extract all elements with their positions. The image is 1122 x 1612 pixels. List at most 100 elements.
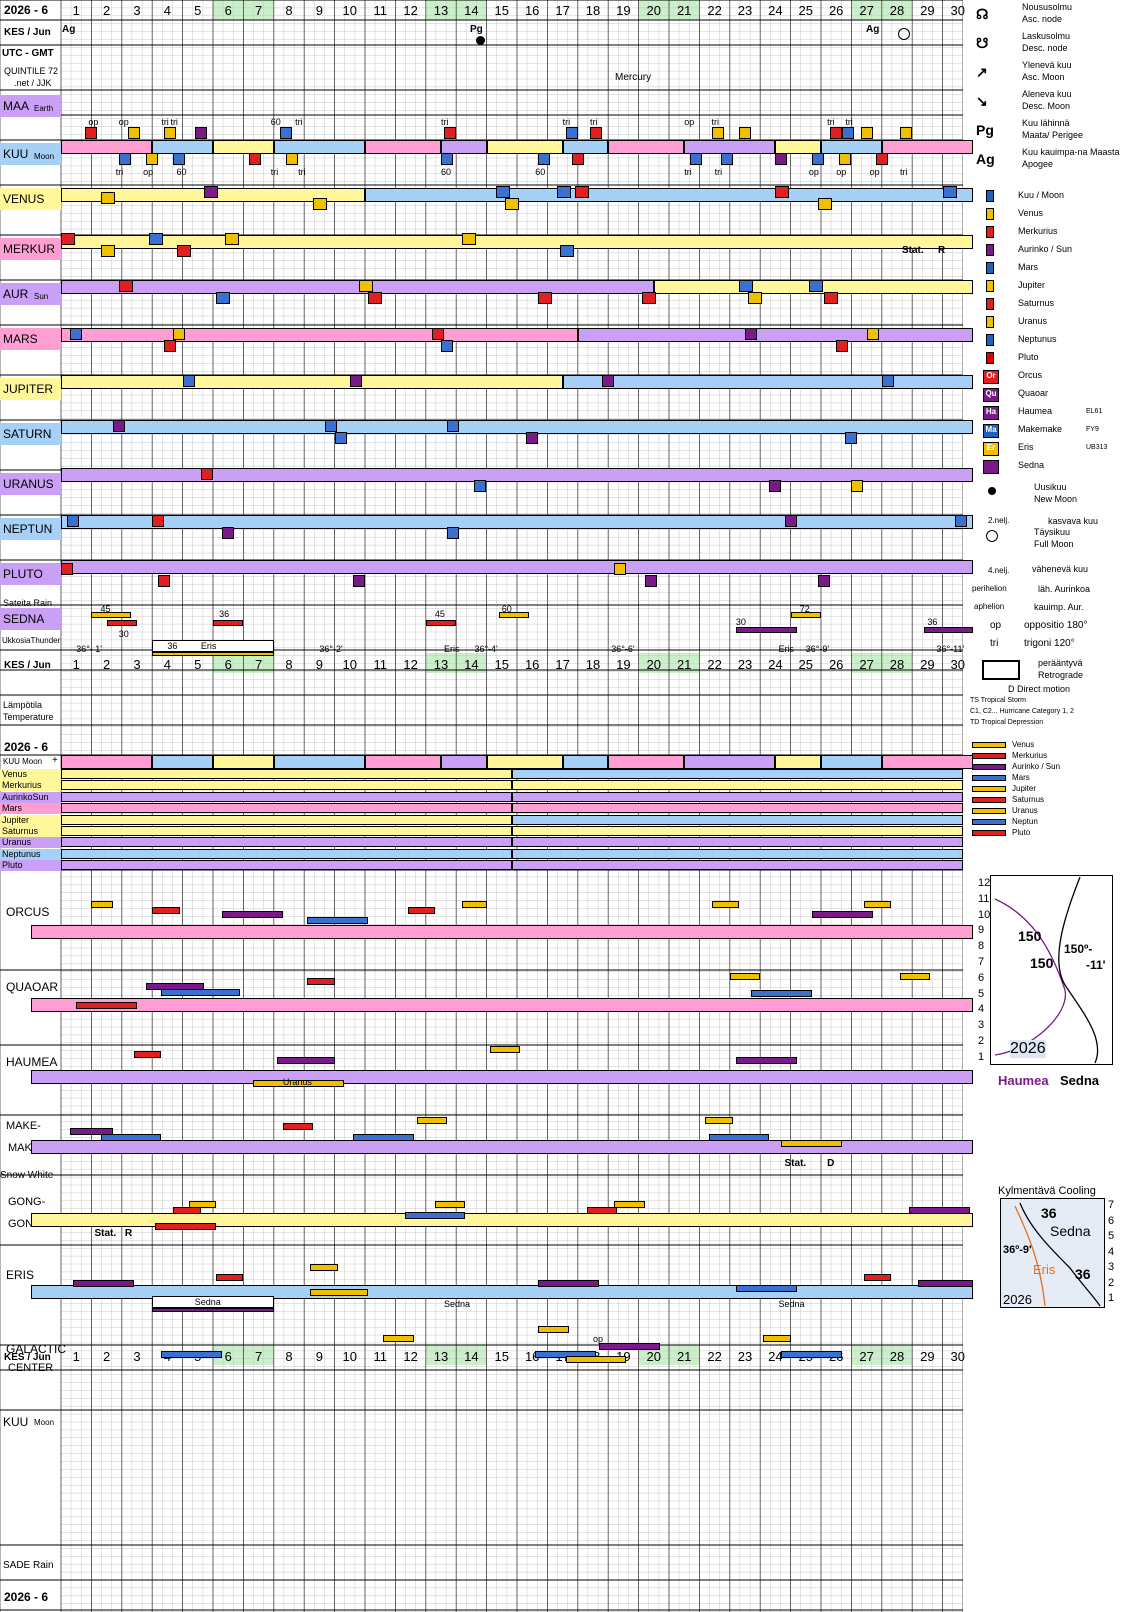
aspect-marker — [176, 245, 191, 257]
legend-en: Apogee — [1022, 159, 1054, 169]
sateita-label: Sateita Rain — [3, 598, 53, 608]
new-moon-icon — [476, 36, 485, 45]
saturn-band — [61, 420, 973, 434]
sedna-aspect-text: 72 — [799, 604, 810, 614]
kuu-aspect-text: op — [808, 167, 819, 177]
weekend-header — [881, 1345, 913, 1365]
day-number: 30 — [950, 1349, 966, 1364]
maa-aspect-text: tri — [441, 117, 449, 127]
mid-row-text: Pluto — [2, 860, 23, 871]
eris-band-text: 36°-6' — [611, 644, 635, 654]
weekend-header — [213, 1345, 244, 1365]
legend-color-chip — [986, 352, 994, 364]
day-number: 15 — [494, 657, 510, 672]
aspect-marker — [164, 340, 177, 352]
maa-aspect-text: tri — [711, 117, 720, 127]
mid-row-band — [61, 837, 512, 848]
merkur-r: R — [938, 245, 946, 256]
mercury-node-label: Mercury — [615, 72, 652, 83]
jupiter-label-box: JUPITER — [0, 378, 61, 400]
day-number: 2 — [102, 657, 111, 672]
mid-kuu-band — [152, 755, 213, 769]
aspect-marker — [775, 186, 790, 198]
chart1-tick: 2 — [978, 1035, 985, 1047]
legend-fi: Laskusolmu — [1022, 31, 1071, 41]
legend-mid-name: Uranus — [1012, 806, 1038, 815]
uranus-label: URANUS — [3, 477, 54, 491]
legend-planet-name: Neptunus — [1018, 334, 1057, 344]
haumea-bar — [735, 1057, 797, 1064]
legend-color-chip — [986, 226, 994, 238]
quaoar-band — [30, 998, 973, 1012]
eris-band-text: 36°-4' — [474, 644, 498, 654]
day-number: 24 — [768, 657, 783, 672]
orcus-bar — [222, 911, 283, 918]
kuu-aspect-text: tri — [270, 167, 279, 177]
maa-aspect-text: 60 — [270, 117, 281, 127]
sedna-label: SEDNA — [3, 612, 45, 626]
legend-color-chip — [986, 208, 994, 220]
aspect-marker — [526, 432, 539, 444]
day-number: 9 — [315, 3, 323, 18]
galactic-bar — [565, 1356, 627, 1363]
mid-row-band — [61, 780, 512, 791]
day-number: 8 — [285, 3, 293, 18]
day-number: 10 — [342, 1349, 358, 1364]
aspect-marker — [811, 153, 824, 165]
mid-row-text: Saturnus — [2, 826, 39, 836]
day-number: 28 — [889, 3, 905, 18]
aspect-marker — [112, 420, 125, 432]
aspect-marker — [200, 468, 213, 480]
chart2-sedna: Sedna — [1050, 1223, 1091, 1239]
gong-bar — [404, 1212, 466, 1219]
legend-planet-name: Venus — [1018, 208, 1044, 218]
apogee-marker-2: Ag — [866, 24, 880, 35]
maa-aspect-text: tri — [827, 117, 835, 127]
aspect-marker — [775, 153, 788, 165]
aspect-marker — [149, 233, 164, 245]
legend-misc-text: D Direct motion — [1008, 684, 1071, 694]
legend-misc-text: vähenevä kuu — [1032, 564, 1089, 574]
day-number: 30 — [950, 3, 966, 18]
legend-dwarf-chip: Er — [983, 442, 999, 456]
mid-row-text: Neptunus — [2, 848, 41, 859]
day-number: 22 — [707, 3, 722, 18]
aspect-marker — [745, 328, 757, 340]
aspect-marker — [817, 198, 832, 210]
quaoar-bar — [751, 990, 812, 997]
aspect-marker — [738, 127, 751, 139]
aspect-marker — [784, 515, 797, 527]
haumea-uranus-label: Uranus — [282, 1077, 312, 1087]
day-number: 7 — [254, 1349, 263, 1364]
weekend-header — [881, 653, 913, 673]
legend-planet-name: Aurinko / Sun — [1018, 244, 1073, 254]
legend-symbol: ↗ — [976, 64, 988, 80]
maa-label: MAA — [3, 99, 30, 113]
chart1-tick: 7 — [978, 956, 985, 968]
make-bar — [781, 1140, 843, 1147]
mid-row-band — [512, 848, 963, 859]
aspect-marker — [146, 153, 159, 165]
day-number: 17 — [555, 657, 570, 672]
maa-aspect-text: tri — [170, 117, 178, 127]
eris-lower-bar — [735, 1285, 797, 1292]
orcus-band — [30, 925, 973, 939]
mid-kuu-band — [684, 755, 776, 769]
day-number: 24 — [768, 1349, 783, 1364]
sade-label: SADE Rain — [3, 1560, 54, 1571]
eris-band-text: Eris — [444, 644, 460, 654]
make-bar — [708, 1134, 770, 1141]
chart2-36b: 36 — [1075, 1266, 1091, 1282]
mid-kuu-band — [213, 755, 274, 769]
legend-dwarf-chip: Ha — [983, 406, 999, 420]
aspect-marker — [495, 186, 510, 198]
legend-en: Maata/ Perigee — [1022, 130, 1084, 140]
aspect-marker — [173, 328, 186, 340]
maa-aspect-text: op — [684, 117, 695, 127]
kuu-bottom-sub: Moon — [34, 1418, 55, 1427]
sedna-aspect-text: 30 — [735, 617, 746, 627]
day-number: 2 — [102, 1349, 111, 1364]
eris-bar — [152, 652, 274, 656]
uranus-band — [61, 468, 973, 482]
